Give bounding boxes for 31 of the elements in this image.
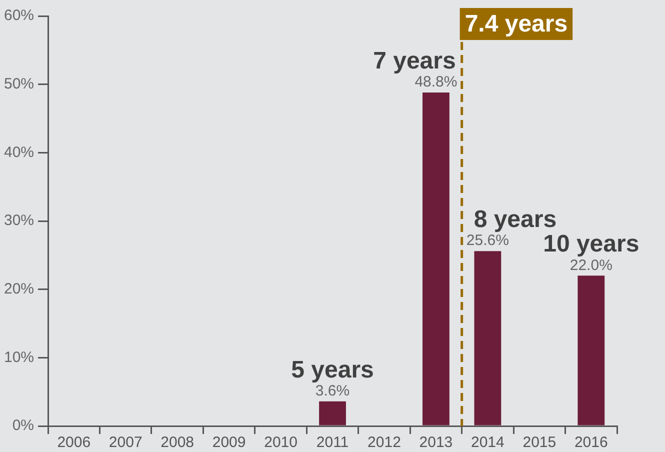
- x-tick-label: 2009: [212, 434, 246, 452]
- data-label: 25.6%: [466, 232, 509, 250]
- ref-line-label: 7.4 years: [464, 10, 568, 38]
- x-tick-label: 2011: [316, 434, 349, 452]
- annotation: 7 years: [373, 48, 456, 75]
- annotation: 8 years: [474, 206, 557, 234]
- bar: [474, 251, 502, 426]
- bar: [422, 92, 450, 426]
- bar: [319, 401, 346, 426]
- y-tick-label: 50%: [4, 75, 34, 92]
- x-tick-label: 2015: [522, 434, 556, 452]
- y-tick-label: 10%: [4, 348, 34, 366]
- data-label: 48.8%: [414, 74, 458, 91]
- x-tick-label: 2014: [471, 434, 504, 452]
- annotation: 5 years: [291, 356, 374, 384]
- x-tick-label: 2006: [57, 434, 91, 452]
- annotation: 10 years: [543, 230, 640, 258]
- y-tick-label: 0%: [12, 417, 34, 434]
- x-tick-label: 2010: [264, 434, 298, 452]
- x-tick-label: 2012: [368, 434, 401, 452]
- x-tick-label: 2007: [108, 434, 142, 452]
- data-label: 3.6%: [315, 382, 350, 400]
- x-tick-label: 2008: [160, 434, 194, 452]
- y-tick-label: 40%: [4, 144, 34, 161]
- x-tick-label: 2016: [574, 434, 608, 452]
- bar: [578, 276, 605, 426]
- y-tick-label: 60%: [4, 7, 34, 24]
- y-tick-label: 30%: [4, 212, 34, 230]
- data-label: 22.0%: [570, 256, 612, 274]
- y-tick-label: 20%: [4, 280, 34, 298]
- x-tick-label: 2013: [419, 434, 453, 452]
